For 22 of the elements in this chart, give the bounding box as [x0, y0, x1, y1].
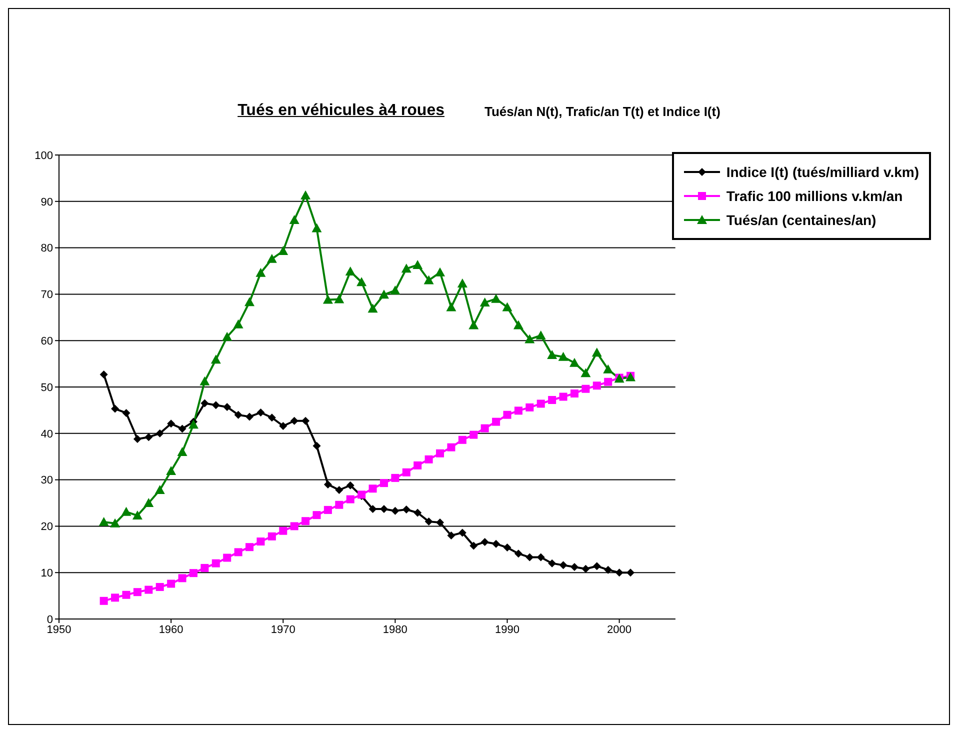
x-tick-label: 1980: [382, 624, 408, 636]
x-tick-label: 1990: [494, 624, 520, 636]
y-tick-label: 30: [40, 474, 53, 487]
legend-label: Tués/an (centaines/an): [726, 212, 876, 228]
y-tick-label: 100: [34, 150, 53, 162]
chart-subtitle: Tués/an N(t), Trafic/an T(t) et Indice I(t): [484, 104, 720, 120]
y-tick-label: 0: [46, 614, 53, 626]
chart-title: Tués en véhicules à4 roues: [238, 102, 444, 120]
y-tick-label: 60: [40, 336, 53, 348]
x-tick-label: 2000: [607, 624, 632, 636]
x-tick-label: 1960: [158, 624, 184, 636]
y-tick-label: 70: [40, 289, 53, 302]
legend-label: Trafic 100 millions v.km/an: [726, 188, 903, 204]
y-tick-label: 80: [40, 242, 53, 255]
x-tick-label: 1950: [46, 624, 72, 636]
y-tick-label: 90: [40, 196, 53, 208]
y-tick-label: 40: [40, 428, 53, 440]
y-tick-label: 20: [40, 521, 53, 534]
legend-label: Indice I(t) (tués/milliard v.km): [726, 164, 919, 180]
y-tick-label: 10: [40, 568, 53, 580]
y-tick-label: 50: [40, 382, 53, 394]
x-tick-label: 1970: [270, 624, 296, 636]
